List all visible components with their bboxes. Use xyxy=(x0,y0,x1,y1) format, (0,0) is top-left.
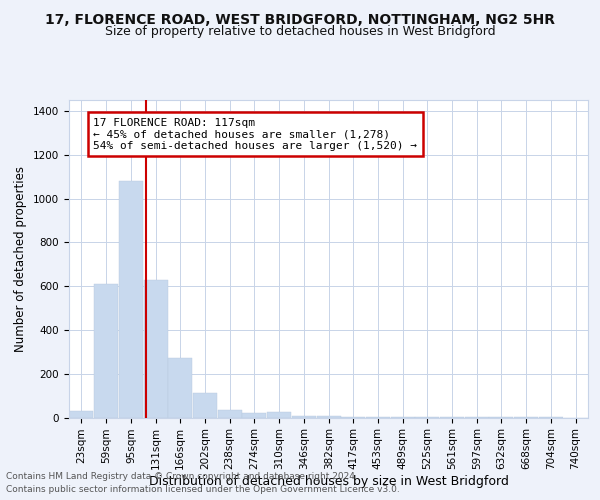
Bar xyxy=(341,417,365,418)
Bar xyxy=(119,181,143,418)
Bar xyxy=(168,358,192,418)
Bar xyxy=(366,417,390,418)
Bar xyxy=(94,284,118,418)
Text: Contains HM Land Registry data © Crown copyright and database right 2024.: Contains HM Land Registry data © Crown c… xyxy=(6,472,358,481)
X-axis label: Distribution of detached houses by size in West Bridgford: Distribution of detached houses by size … xyxy=(149,475,508,488)
Bar xyxy=(193,394,217,417)
Bar xyxy=(144,280,168,417)
Bar xyxy=(292,416,316,418)
Bar xyxy=(70,411,94,418)
Text: Contains public sector information licensed under the Open Government Licence v3: Contains public sector information licen… xyxy=(6,484,400,494)
Bar xyxy=(267,412,291,418)
Text: Size of property relative to detached houses in West Bridgford: Size of property relative to detached ho… xyxy=(104,25,496,38)
Y-axis label: Number of detached properties: Number of detached properties xyxy=(14,166,28,352)
Text: 17 FLORENCE ROAD: 117sqm
← 45% of detached houses are smaller (1,278)
54% of sem: 17 FLORENCE ROAD: 117sqm ← 45% of detach… xyxy=(93,118,417,150)
Bar xyxy=(218,410,242,418)
Text: 17, FLORENCE ROAD, WEST BRIDGFORD, NOTTINGHAM, NG2 5HR: 17, FLORENCE ROAD, WEST BRIDGFORD, NOTTI… xyxy=(45,12,555,26)
Bar xyxy=(317,416,341,418)
Bar xyxy=(242,413,266,418)
